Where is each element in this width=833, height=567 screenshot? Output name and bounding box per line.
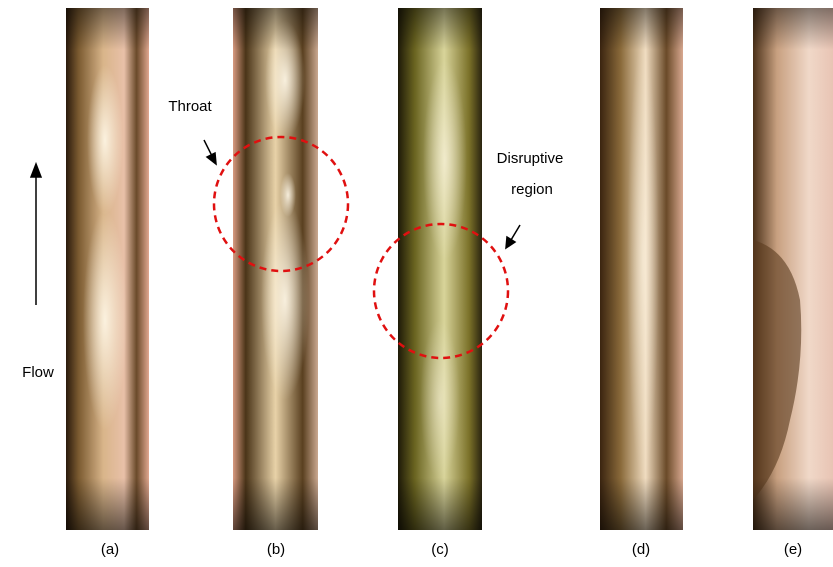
photo-c xyxy=(398,8,482,530)
panel-label: (a) xyxy=(101,541,119,558)
panel-label: (b) xyxy=(267,541,285,558)
figure: Throat Disruptive region Flow (a) (b) (c… xyxy=(0,0,833,567)
panel-label: (d) xyxy=(632,541,650,558)
panel-label: (c) xyxy=(431,541,449,558)
photo-b xyxy=(233,8,318,530)
photo-a xyxy=(66,8,149,530)
disruptive-label: Disruptive xyxy=(497,150,564,167)
disruptive-label: region xyxy=(511,181,553,198)
flow-label: Flow xyxy=(22,364,54,381)
photo-d xyxy=(600,8,683,530)
panel-label: (e) xyxy=(784,541,802,558)
photo-e xyxy=(753,8,833,530)
throat-label: Throat xyxy=(168,98,212,115)
